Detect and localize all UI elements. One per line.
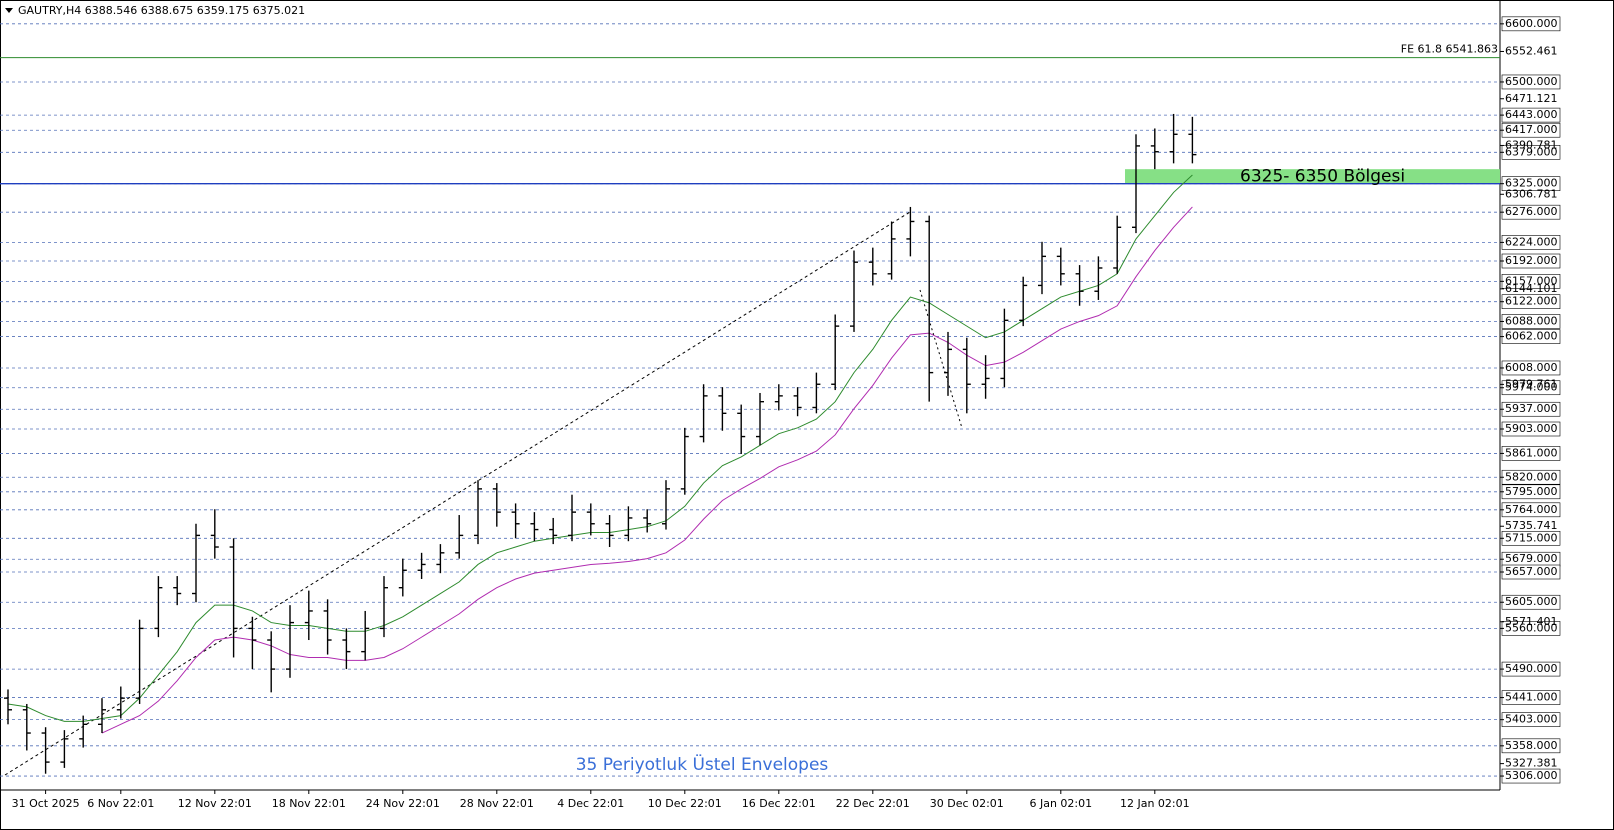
y-tick-label: 5974.000 — [1505, 381, 1558, 394]
fe-label: FE 61.8 6541.863 — [1401, 43, 1498, 56]
y-tick-label: 5560.000 — [1505, 621, 1558, 634]
y-tick-label: 5861.000 — [1505, 446, 1558, 459]
y-tick-label: 5715.000 — [1505, 531, 1558, 544]
y-tick-label: 6088.000 — [1505, 314, 1558, 327]
y-tick-label: 6192.000 — [1505, 254, 1558, 267]
y-tick-label: 6276.000 — [1505, 205, 1558, 218]
y-tick-label: 5306.000 — [1505, 769, 1558, 782]
y-tick-label: 5820.000 — [1505, 470, 1558, 483]
y-tick-label: 5358.000 — [1505, 739, 1558, 752]
y-tick-label: 5403.000 — [1505, 713, 1558, 726]
x-tick-label: 16 Dec 22:01 — [742, 797, 816, 810]
y-tick-label: 6379.000 — [1505, 145, 1558, 158]
y-level-label: 6306.781 — [1505, 187, 1558, 200]
y-level-label: 6552.461 — [1505, 44, 1558, 57]
x-tick-label: 6 Nov 22:01 — [87, 797, 154, 810]
y-level-label: 6471.121 — [1505, 92, 1558, 105]
y-level-label: 5327.381 — [1505, 757, 1558, 770]
x-tick-label: 4 Dec 22:01 — [557, 797, 624, 810]
y-tick-label: 6122.000 — [1505, 295, 1558, 308]
x-tick-label: 6 Jan 02:01 — [1029, 797, 1092, 810]
x-tick-label: 30 Dec 02:01 — [930, 797, 1004, 810]
y-tick-label: 5903.000 — [1505, 422, 1558, 435]
y-tick-label: 5795.000 — [1505, 485, 1558, 498]
y-tick-label: 5764.000 — [1505, 503, 1558, 516]
x-tick-label: 18 Nov 22:01 — [272, 797, 346, 810]
y-tick-label: 6062.000 — [1505, 330, 1558, 343]
y-tick-label: 5490.000 — [1505, 662, 1558, 675]
envelope-line — [7, 174, 1193, 722]
x-tick-label: 10 Dec 22:01 — [648, 797, 722, 810]
zone — [1125, 169, 1500, 184]
y-level-label: 5571.401 — [1505, 615, 1558, 628]
y-tick-label: 6224.000 — [1505, 235, 1558, 248]
trend-line — [4, 211, 911, 776]
y-tick-label: 6157.000 — [1505, 274, 1558, 287]
y-tick-label: 6500.000 — [1505, 75, 1558, 88]
y-tick-label: 6325.000 — [1505, 177, 1558, 190]
y-tick-label: 5657.000 — [1505, 565, 1558, 578]
x-tick-label: 31 Oct 2025 — [12, 797, 80, 810]
y-tick-label: 5679.000 — [1505, 552, 1558, 565]
y-tick-label: 5605.000 — [1505, 595, 1558, 608]
chart-title: GAUTRY,H4 6388.546 6388.675 6359.175 637… — [18, 4, 305, 17]
y-level-label: 6144.101 — [1505, 282, 1558, 295]
y-level-label: 6390.781 — [1505, 138, 1558, 151]
x-tick-label: 12 Jan 02:01 — [1120, 797, 1190, 810]
y-level-label: 5979.761 — [1505, 377, 1558, 390]
fibo-line — [919, 289, 963, 429]
x-tick-label: 22 Dec 22:01 — [836, 797, 910, 810]
y-tick-label: 5441.000 — [1505, 691, 1558, 704]
y-tick-label: 5937.000 — [1505, 402, 1558, 415]
x-tick-label: 12 Nov 22:01 — [178, 797, 252, 810]
envelope-line — [101, 206, 1193, 734]
y-tick-label: 6443.000 — [1505, 108, 1558, 121]
x-tick-label: 24 Nov 22:01 — [366, 797, 440, 810]
envelope-label: 35 Periyotluk Üstel Envelopes — [576, 753, 829, 775]
y-tick-label: 6600.000 — [1505, 17, 1558, 30]
zone-label: 6325- 6350 Bölgesi — [1240, 166, 1405, 186]
y-tick-label: 6417.000 — [1505, 123, 1558, 136]
menu-arrow[interactable] — [5, 8, 13, 13]
x-tick-label: 28 Nov 22:01 — [460, 797, 534, 810]
y-level-label: 5735.741 — [1505, 519, 1558, 532]
y-tick-label: 6008.000 — [1505, 361, 1558, 374]
